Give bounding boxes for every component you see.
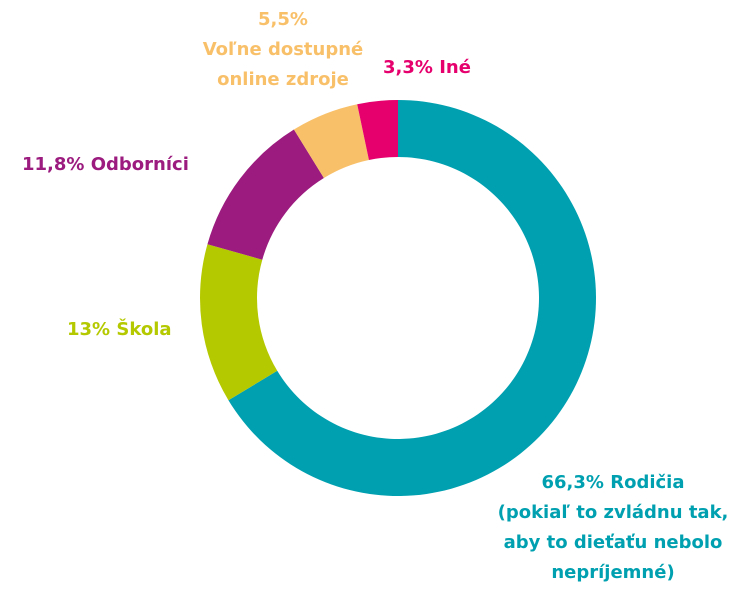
donut-segment <box>228 100 596 496</box>
segment-label: 13% Škola <box>67 315 172 345</box>
segment-label: 66,3% Rodičia (pokiaľ to zvládnu tak, ab… <box>493 468 733 588</box>
segment-label: 11,8% Odborníci <box>22 150 189 180</box>
segment-label: 5,5% Voľne dostupné online zdroje <box>163 5 403 95</box>
value-label: 13% <box>67 319 111 340</box>
category-label: Škola <box>116 319 172 340</box>
category-label: Odborníci <box>90 154 189 175</box>
value-label: 5,5% <box>258 9 308 30</box>
donut-segment <box>293 104 369 179</box>
category-label: Iné <box>439 57 471 78</box>
segment-label: 3,3% Iné <box>383 53 471 83</box>
category-label: Rodičia (pokiaľ to zvládnu tak, aby to d… <box>497 472 729 583</box>
value-label: 3,3% <box>383 57 433 78</box>
donut-segment <box>207 129 324 260</box>
category-label: Voľne dostupné online zdroje <box>202 39 364 90</box>
value-label: 11,8% <box>22 154 85 175</box>
donut-segment <box>357 100 398 161</box>
value-label: 66,3% <box>541 472 604 493</box>
donut-segment <box>200 244 278 401</box>
